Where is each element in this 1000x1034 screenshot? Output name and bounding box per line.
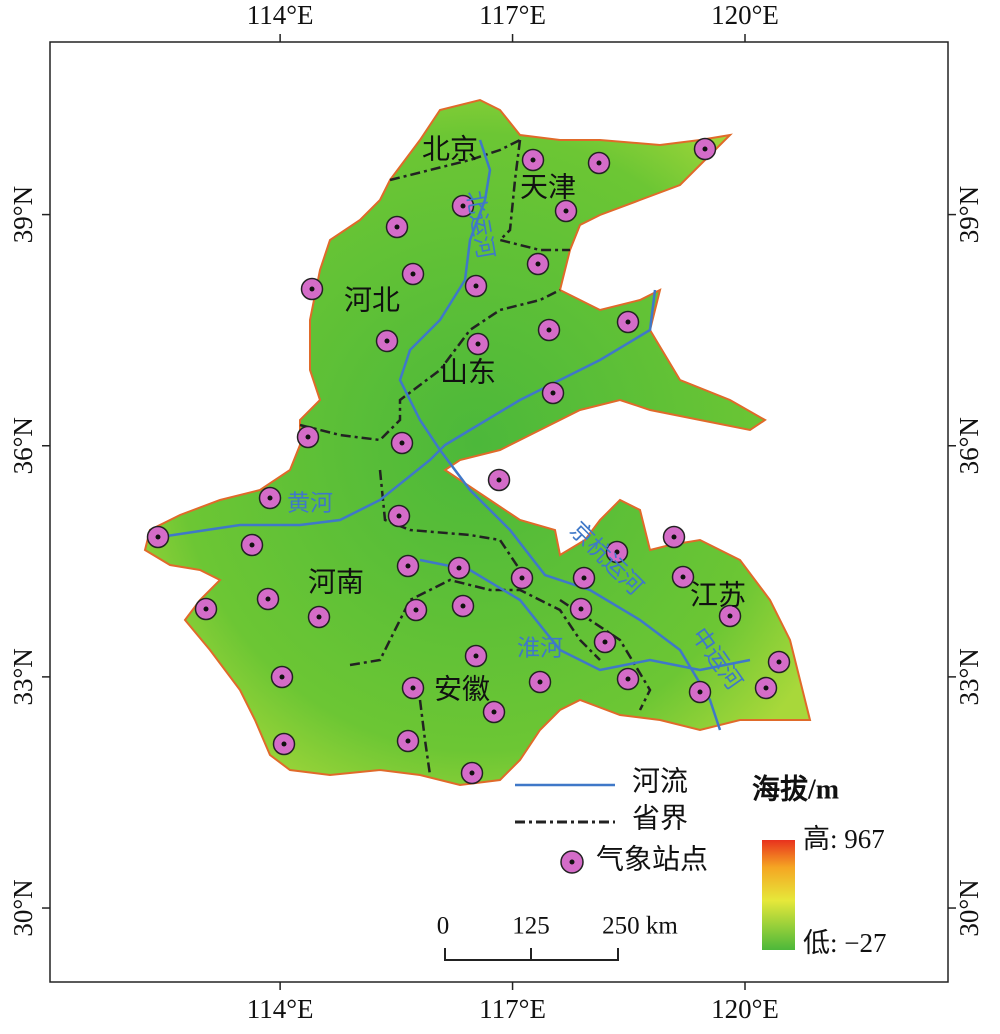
station-dot [460,603,466,609]
river-label: 黄河 [287,490,333,515]
station-dot [410,685,416,691]
station-dot [473,283,479,289]
station-dot [596,160,602,166]
rivers [159,139,751,731]
station-dot [396,513,402,519]
lon-label: 114°E [247,0,314,30]
station-dot [535,261,541,267]
station-dot [394,224,400,230]
legend-river-label: 河流 [632,765,688,797]
station-dot [671,534,677,540]
station-dot [530,157,536,163]
station-dot [249,542,255,548]
lat-label: 33°N [954,648,984,705]
station-dot [410,271,416,277]
region-label: 河北 [344,285,400,316]
lat-label: 39°N [954,186,984,243]
station-dot [456,565,462,571]
station-dot [625,676,631,682]
station-dot [305,434,311,440]
station-dot [578,606,584,612]
lon-label: 120°E [711,0,779,30]
lat-label: 30°N [954,879,984,936]
station-dot [602,639,608,645]
station-dot [309,286,315,292]
scale-label: 125 [512,913,550,940]
elevation-high: 高: 967 [803,824,885,854]
station-dot [475,341,481,347]
station-dot [384,338,390,344]
station-dot [281,741,287,747]
station-dot [496,477,502,483]
elevation-title: 海拔/m [752,773,839,805]
lat-label: 30°N [8,879,38,936]
station-dot [316,614,322,620]
station-dot [763,685,769,691]
lon-label: 120°E [711,994,779,1024]
lat-label: 36°N [8,417,38,474]
station-dot [469,770,475,776]
elevation-low: 低: −27 [803,928,886,958]
region-label: 北京 [422,133,478,165]
region-label: 江苏 [690,579,746,611]
region-label: 河南 [308,566,364,598]
legend-station-label: 气象站点 [596,843,708,875]
station-dot [473,653,479,659]
station-dot [267,495,273,501]
lon-label: 114°E [247,994,314,1024]
station-dot [413,607,419,613]
station-dot [405,563,411,569]
scale-label: 0 [437,913,450,940]
station-dot [563,208,569,214]
station-dot [279,674,285,680]
station-dot [537,679,543,685]
legend-boundary-label: 省界 [632,802,688,834]
region-label: 天津 [520,172,576,203]
lon-label: 117°E [479,0,546,30]
station-dot [727,613,733,619]
lat-label: 39°N [8,186,38,243]
station-dot [491,709,497,715]
station-dot [460,203,466,209]
lat-label: 33°N [8,648,38,705]
station-dot [405,738,411,744]
station-dot [203,606,209,612]
lon-label: 117°E [479,994,546,1024]
station-dot [519,575,525,581]
legend-station-dot [569,859,575,865]
station-dot [546,327,552,333]
station-dot [155,534,161,540]
station-dot [625,319,631,325]
region-label: 山东 [440,356,496,388]
elevation-colorbar [762,840,795,950]
stations [146,137,791,785]
region-label: 安徽 [434,673,490,705]
station-dot [702,146,708,152]
station-dot [614,549,620,555]
river-label: 淮河 [517,635,563,660]
station-dot [550,390,556,396]
station-dot [581,575,587,581]
station-dot [399,440,405,446]
station-dot [265,596,271,602]
station-dot [680,574,686,580]
scale-label: 250 km [602,913,678,940]
province-boundaries [299,138,652,776]
station-dot [776,659,782,665]
station-dot [697,689,703,695]
lat-label: 36°N [954,417,984,474]
